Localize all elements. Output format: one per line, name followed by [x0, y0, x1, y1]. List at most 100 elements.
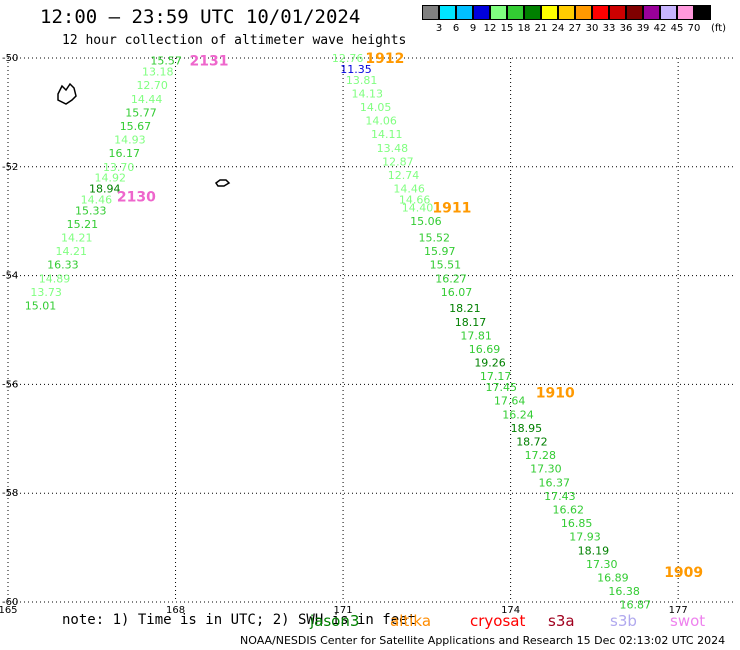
legend-tick-label: 12	[483, 23, 497, 34]
legend-swatch	[541, 5, 558, 20]
satellite-name-s3b: s3b	[610, 612, 637, 630]
legend-swatch	[626, 5, 643, 20]
legend-tick-label: 18	[517, 23, 531, 34]
swh-value-label: 14.11	[371, 128, 403, 141]
pass-time-label: 1910	[536, 386, 575, 402]
campbell-island	[214, 179, 231, 187]
swh-value-label: 14.13	[351, 87, 383, 100]
legend-tick-label: 9	[469, 23, 477, 34]
swh-value-label: 13.81	[346, 74, 378, 87]
legend-tick-label: 36	[619, 23, 633, 34]
swh-value-label: 15.21	[67, 218, 99, 231]
land-outlines	[57, 82, 231, 187]
legend-unit: (ft)	[711, 23, 727, 34]
swh-value-label: 14.21	[61, 232, 93, 245]
swh-value-label: 14.46	[81, 193, 113, 206]
legend-tick-label: 21	[534, 23, 548, 34]
satellite-name-s3a: s3a	[548, 612, 575, 630]
legend-swatch	[558, 5, 575, 20]
credit-line: NOAA/NESDIS Center for Satellite Applica…	[240, 634, 726, 647]
swh-value-label: 14.66	[399, 193, 431, 206]
swh-value-label: 18.72	[516, 436, 548, 449]
lat-tick-label: -52	[2, 162, 18, 173]
swh-value-label: 17.64	[494, 395, 526, 408]
swh-value-label: 14.93	[114, 134, 146, 147]
swh-value-label: 14.40	[402, 202, 434, 215]
swh-value-label: 15.67	[120, 120, 152, 133]
swh-value-label: 14.46	[393, 183, 425, 196]
legend-swatch	[694, 5, 711, 20]
swh-value-label: 15.51	[430, 259, 462, 272]
swh-value-label: 16.33	[47, 259, 79, 272]
swh-value-label: 12.70	[136, 79, 168, 92]
swh-value-label: 15.52	[418, 232, 450, 245]
pass-time-label: 1911	[432, 201, 471, 217]
swh-value-label: 12.76	[332, 52, 364, 65]
swh-value-label: 16.87	[620, 599, 652, 612]
legend-swatch	[507, 5, 524, 20]
swh-value-label: 16.24	[502, 408, 534, 421]
swh-value-label: 13.73	[30, 286, 62, 299]
legend-tick-label: 3	[435, 23, 443, 34]
swh-value-label: 14.89	[39, 272, 71, 285]
legend-swatch	[643, 5, 660, 20]
map-subtitle: 12 hour collection of altimeter wave hei…	[62, 33, 407, 48]
swh-value-label: 16.38	[608, 585, 640, 598]
legend-tick-label: 42	[653, 23, 667, 34]
pass-time-label: 1909	[664, 565, 703, 581]
lat-tick-label: -56	[2, 379, 18, 390]
lat-tick-label: -60	[2, 597, 18, 608]
swh-value-label: 17.45	[485, 381, 517, 394]
swh-value-label: 12.74	[388, 169, 420, 182]
legend-tick-label: 24	[551, 23, 565, 34]
legend-tick-label: 27	[568, 23, 582, 34]
swh-value-label: 14.44	[131, 93, 163, 106]
auckland-islands	[57, 82, 77, 105]
map-title: 12:00 – 23:59 UTC 10/01/2024	[40, 6, 361, 28]
swh-value-label: 18.21	[449, 302, 481, 315]
legend-tick-label: 15	[500, 23, 514, 34]
swh-value-label: 17.30	[586, 558, 618, 571]
lat-tick-label: -54	[2, 271, 18, 282]
lat-lon-grid	[7, 57, 734, 603]
swh-value-label: 14.06	[365, 115, 397, 128]
swh-value-label: 15.77	[125, 106, 156, 119]
legend-tick-label: 6	[452, 23, 460, 34]
footer-note: note: 1) Time is in UTC; 2) SWH is in fe…	[62, 612, 417, 628]
swh-value-label: 17.17	[480, 370, 512, 383]
pass-time-label: 2130	[117, 190, 156, 206]
swh-value-label: 12.87	[382, 155, 414, 168]
legend-swatch	[473, 5, 490, 20]
swh-value-label: 16.89	[597, 572, 629, 585]
swh-value-label: 18.19	[578, 544, 610, 557]
swh-value-label: 17.28	[525, 449, 557, 462]
lon-tick-label: 168	[166, 605, 185, 616]
swh-value-label: 18.95	[511, 422, 542, 435]
satellite-name-cryosat: cryosat	[470, 612, 526, 630]
swh-value-label: 19.26	[474, 357, 506, 370]
lon-tick-label: 171	[334, 605, 353, 616]
swh-value-label: 15.33	[75, 204, 107, 217]
swh-value-label: 11.35	[340, 63, 372, 76]
pass-time-labels: 1912 2131 2130 1911 1910 1909	[117, 51, 703, 581]
swh-value-label: 16.37	[539, 476, 571, 489]
swh-value-label: 15.97	[424, 245, 456, 258]
lon-tick-label: 165	[0, 605, 18, 616]
legend-swatch	[609, 5, 626, 20]
legend-swatch	[660, 5, 677, 20]
swh-value-label: 15.01	[25, 300, 57, 313]
swh-value-label: 15.57	[150, 55, 182, 68]
satellite-name-altika: altika	[390, 612, 432, 630]
swh-value-label: 14.21	[55, 245, 87, 258]
legend-tick-label: 33	[602, 23, 616, 34]
swh-value-label: 18.94	[89, 183, 121, 196]
lon-tick-label: 177	[669, 605, 688, 616]
lat-tick-label: -50	[2, 53, 18, 64]
legend-swatch	[524, 5, 541, 20]
pass-time-label: 1912	[365, 51, 404, 67]
swh-value-label: 13.70	[103, 161, 135, 174]
swh-value-label: 16.07	[441, 286, 473, 299]
swh-value-label: 16.62	[553, 504, 585, 517]
